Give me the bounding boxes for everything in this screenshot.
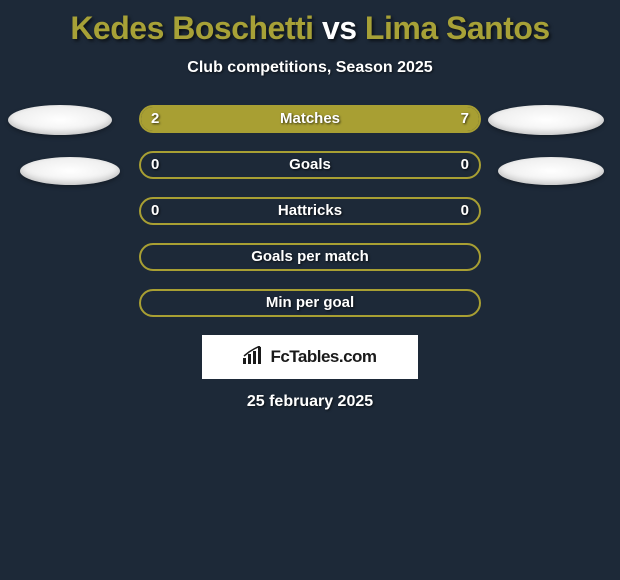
stat-label: Goals bbox=[141, 153, 479, 177]
stat-bar-row: Goals per match bbox=[139, 243, 481, 271]
stat-value-right: 0 bbox=[461, 153, 469, 177]
date-line: 25 february 2025 bbox=[0, 393, 620, 411]
chart-icon bbox=[243, 346, 265, 369]
stat-bars: 2Matches70Goals00Hattricks0Goals per mat… bbox=[139, 105, 481, 317]
player-badge-ellipse bbox=[498, 157, 604, 185]
stat-bar-row: 0Hattricks0 bbox=[139, 197, 481, 225]
comparison-title: Kedes Boschetti vs Lima Santos bbox=[0, 0, 620, 47]
subtitle: Club competitions, Season 2025 bbox=[0, 59, 620, 77]
player-badge-ellipse bbox=[8, 105, 112, 135]
stat-value-right: 7 bbox=[461, 107, 469, 131]
stat-label: Matches bbox=[141, 107, 479, 131]
player-badge-ellipse bbox=[488, 105, 604, 135]
vs-text: vs bbox=[322, 10, 357, 46]
stat-label: Goals per match bbox=[141, 245, 479, 269]
stat-bar-row: 2Matches7 bbox=[139, 105, 481, 133]
stat-bar-row: Min per goal bbox=[139, 289, 481, 317]
logo-box: FcTables.com bbox=[202, 335, 418, 379]
stat-label: Hattricks bbox=[141, 199, 479, 223]
stat-value-right: 0 bbox=[461, 199, 469, 223]
stat-label: Min per goal bbox=[141, 291, 479, 315]
player1-name: Kedes Boschetti bbox=[70, 10, 313, 46]
stat-bar-row: 0Goals0 bbox=[139, 151, 481, 179]
player2-name: Lima Santos bbox=[365, 10, 550, 46]
logo-text: FcTables.com bbox=[270, 347, 376, 367]
player-badge-ellipse bbox=[20, 157, 120, 185]
comparison-body: 2Matches70Goals00Hattricks0Goals per mat… bbox=[0, 105, 620, 411]
